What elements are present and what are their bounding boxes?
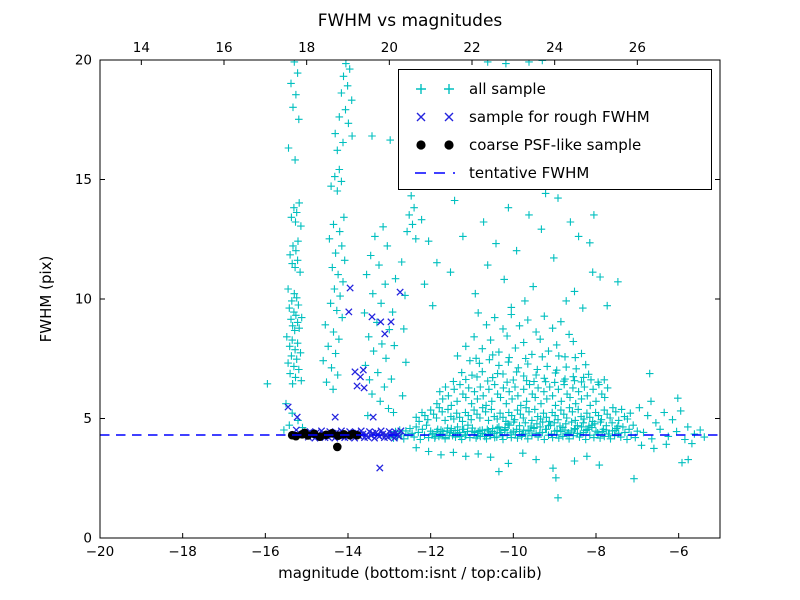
tick-marks [99,59,720,539]
rough-fwhm-points [284,284,405,472]
x-axis-label: magnitude (bottom:isnt / top:calib) [278,564,542,582]
dashed-line-icon [415,172,455,174]
x-bottom-tick-label: −14 [334,544,363,560]
x-bottom-tick-label: −20 [86,544,115,560]
x-top-tick-label: 18 [298,40,315,56]
legend-label-all-sample: all sample [469,80,546,98]
y-tick-label: 10 [75,292,92,308]
tick-labels: −20 −18 −16 −14 −12 −10 −8 −6 14 16 18 20 22 24 26 0 5 10… [75,40,689,560]
chart-title: FWHM vs magnitudes [317,11,503,31]
x-bottom-tick-label: −6 [669,544,689,560]
legend-item-tentative-fwhm: tentative FWHM [399,159,711,187]
legend-label-psf-sample: coarse PSF-like sample [469,136,642,154]
legend-item-psf-sample: coarse PSF-like sample [399,131,711,159]
x-top-tick-label: 26 [629,40,646,56]
legend: all sample sample for rough FWHM coarse … [398,69,712,190]
plus-marker-icon [416,84,454,94]
x-bottom-tick-label: −18 [168,544,197,560]
dot-marker-icon [416,140,454,150]
x-top-tick-label: 22 [463,40,480,56]
x-top-tick-label: 16 [215,40,232,56]
data-points-layer [100,60,720,502]
x-marker-icon [416,112,454,122]
x-top-tick-label: 14 [133,40,150,56]
y-tick-label: 15 [75,172,92,188]
all-sample-points [263,60,709,502]
x-bottom-tick-label: −8 [586,544,606,560]
legend-item-rough-fwhm: sample for rough FWHM [399,103,711,131]
x-bottom-tick-label: −12 [416,544,445,560]
y-tick-label: 20 [75,53,92,69]
y-tick-label: 0 [83,531,92,547]
x-bottom-tick-label: −16 [251,544,280,560]
x-bottom-tick-label: −10 [499,544,528,560]
y-tick-label: 5 [83,411,92,427]
legend-label-rough-fwhm: sample for rough FWHM [469,108,650,126]
x-top-tick-label: 24 [546,40,563,56]
legend-item-all-sample: all sample [399,75,711,103]
legend-label-tentative-fwhm: tentative FWHM [469,164,590,182]
x-top-tick-label: 20 [381,40,398,56]
